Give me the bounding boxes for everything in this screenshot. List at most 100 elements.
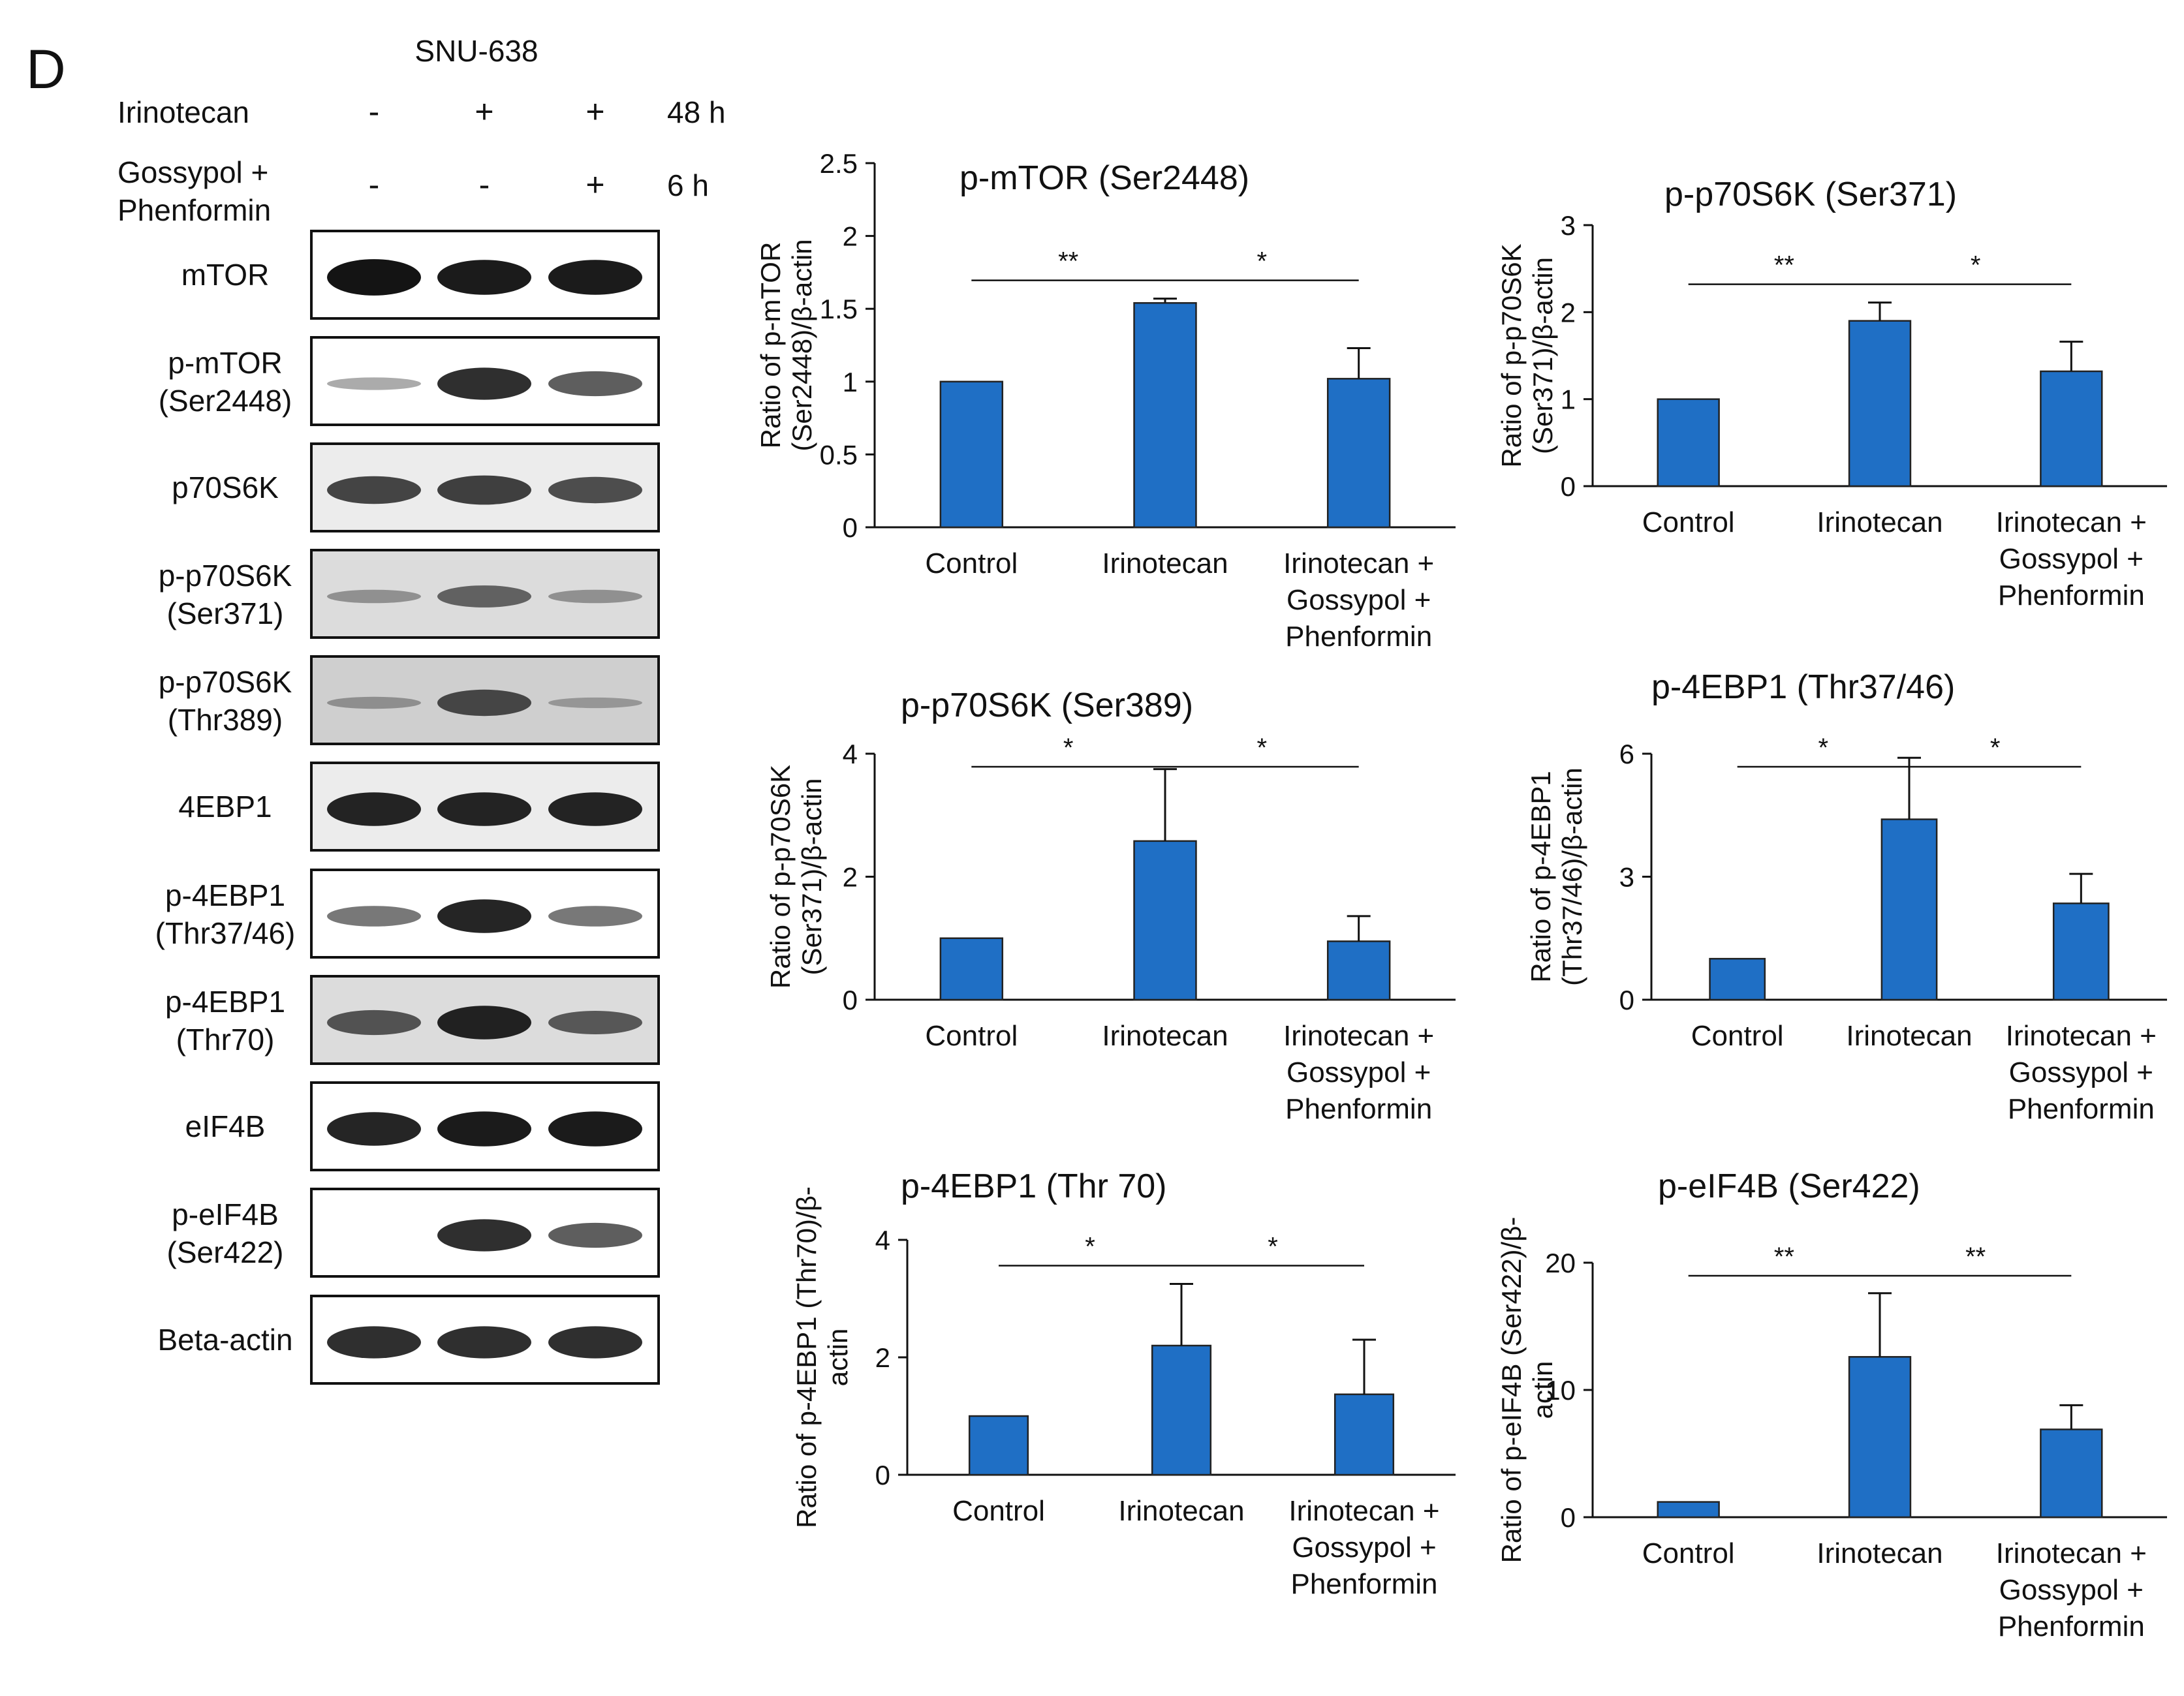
panel-label: D xyxy=(26,39,66,100)
y-tick-label: 1 xyxy=(843,367,858,397)
y-tick-label: 2.5 xyxy=(820,148,858,179)
blot-row: p70S6K xyxy=(172,442,660,532)
bar xyxy=(1334,1393,1395,1476)
y-axis-label-line: Ratio of p-p70S6K xyxy=(1496,243,1527,467)
blot-row-label: (Thr70) xyxy=(176,1023,275,1056)
significance-mark: ** xyxy=(1774,251,1794,280)
blot-band xyxy=(548,589,642,604)
x-tick-label: Phenformin xyxy=(1998,579,2145,611)
blot-row: eIF4B xyxy=(185,1081,660,1171)
y-tick-label: 2 xyxy=(1561,297,1576,328)
blot-band xyxy=(548,906,642,927)
y-tick-label: 6 xyxy=(1619,739,1634,769)
y-tick-label: 0.5 xyxy=(820,439,858,470)
blot-row: 4EBP1 xyxy=(178,762,660,852)
bar xyxy=(2052,902,2110,1001)
x-tick-label: Phenformin xyxy=(2008,1093,2155,1125)
x-tick-label: Irinotecan + xyxy=(1996,506,2147,538)
significance-mark: * xyxy=(1990,733,2001,762)
y-axis-label: Ratio of p-p70S6K(Ser371)/β-actin xyxy=(1496,243,1558,467)
y-axis-label-line: actin xyxy=(1527,1361,1558,1419)
chart-title: p-4EBP1 (Thr37/46) xyxy=(1651,668,1955,706)
y-axis-label-line: (Ser2448)/β-actin xyxy=(787,239,817,451)
blot-row: p-p70S6K (Thr389) xyxy=(159,655,660,745)
treatment-sign: - xyxy=(369,93,380,130)
y-axis-label-line: (Ser371)/β-actin xyxy=(796,779,827,976)
x-tick-label: Control xyxy=(925,547,1018,579)
blot-row: Beta-actin xyxy=(157,1295,660,1385)
y-tick-label: 0 xyxy=(1619,985,1634,1015)
x-tick-label: Irinotecan xyxy=(1102,1020,1228,1052)
treatment-time: 6 h xyxy=(667,168,709,202)
blot-row: p-4EBP1 (Thr37/46) xyxy=(155,869,660,959)
blot-header: SNU-638 Irinotecan - + +48 h Gossypol + Phenfo… xyxy=(117,34,726,227)
y-axis-label-line: Ratio of p-mTOR xyxy=(755,242,786,449)
y-tick-label: 20 xyxy=(1545,1248,1576,1278)
blot-band xyxy=(327,1112,421,1146)
y-tick-label: 1 xyxy=(1561,384,1576,415)
blot-row: p-p70S6K(Ser371) xyxy=(159,549,660,639)
y-tick-label: 0 xyxy=(1561,1502,1576,1533)
x-tick-label: Gossypol + xyxy=(2009,1056,2153,1088)
x-tick-label: Irinotecan + xyxy=(1283,1020,1434,1052)
blot-row: p-eIF4B (Ser422) xyxy=(167,1188,660,1278)
blot-band xyxy=(548,1111,642,1147)
blot-band xyxy=(327,589,421,604)
treatment-sign: - xyxy=(479,166,490,203)
blot-band xyxy=(327,377,421,390)
treatment-row: Gossypol + Phenformin - - +6 h xyxy=(117,155,709,227)
blot-band xyxy=(437,689,531,717)
y-tick-label: 3 xyxy=(1561,210,1576,241)
x-tick-label: Gossypol + xyxy=(1292,1532,1436,1564)
blot-row-label: (Thr37/46) xyxy=(155,916,296,950)
bar xyxy=(2040,370,2103,487)
bar-chart: p-4EBP1 (Thr37/46) 0 3 6 Ratio of p-4EBP1(Th… xyxy=(1525,668,2167,1125)
bar xyxy=(939,937,1004,1001)
blot-row-label: p70S6K xyxy=(172,470,279,504)
blot-band xyxy=(327,1010,421,1036)
y-axis-label-line: Ratio of p-p70S6K xyxy=(765,765,796,989)
blot-band xyxy=(327,259,421,296)
blot-band xyxy=(437,1326,531,1359)
x-tick-label: Gossypol + xyxy=(1287,1056,1431,1088)
chart-title: p-eIF4B (Ser422) xyxy=(1658,1167,1920,1205)
significance-mark: * xyxy=(1257,733,1268,762)
blot-band xyxy=(437,367,531,400)
y-axis-label-line: actin xyxy=(822,1329,853,1387)
blot-band xyxy=(548,1222,642,1248)
blot-row-label: eIF4B xyxy=(185,1109,266,1143)
x-tick-label: Gossypol + xyxy=(1287,584,1431,616)
y-tick-label: 2 xyxy=(843,862,858,893)
blot-row-label: Beta-actin xyxy=(157,1323,292,1357)
y-tick-label: 0 xyxy=(843,985,858,1015)
blot-band xyxy=(548,260,642,295)
treatment-label: Irinotecan xyxy=(117,95,249,129)
x-tick-label: Irinotecan xyxy=(1846,1020,1972,1052)
blot-row: mTOR xyxy=(181,230,660,320)
blot-row-label: (Ser422) xyxy=(167,1235,284,1269)
bar xyxy=(1848,1356,1912,1519)
blot-band xyxy=(548,1011,642,1034)
chart-title: p-p70S6K (Ser389) xyxy=(901,686,1193,724)
treatment-sign: + xyxy=(475,93,493,130)
blot-row-label: mTOR xyxy=(181,258,270,292)
y-tick-label: 0 xyxy=(1561,471,1576,502)
x-tick-label: Irinotecan xyxy=(1817,506,1942,538)
chart-title: p-4EBP1 (Thr 70) xyxy=(901,1167,1167,1205)
blot-band xyxy=(437,585,531,608)
significance-mark: * xyxy=(1818,733,1829,762)
bar xyxy=(968,1415,1029,1476)
significance-mark: * xyxy=(1268,1233,1278,1261)
y-axis-label: Ratio of p-4EBP1 (Thr70)/β-actin xyxy=(791,1186,853,1528)
bar xyxy=(939,380,1004,529)
blot-row-label: (Ser2448) xyxy=(159,384,292,418)
y-tick-label: 1.5 xyxy=(820,294,858,324)
blot-band xyxy=(327,792,421,826)
x-tick-label: Irinotecan + xyxy=(2006,1020,2157,1052)
treatment-row: Irinotecan - + +48 h xyxy=(117,93,726,130)
blot-band xyxy=(437,260,531,295)
bar xyxy=(1848,320,1912,487)
blot-row: p-4EBP1 (Thr70) xyxy=(165,975,660,1065)
